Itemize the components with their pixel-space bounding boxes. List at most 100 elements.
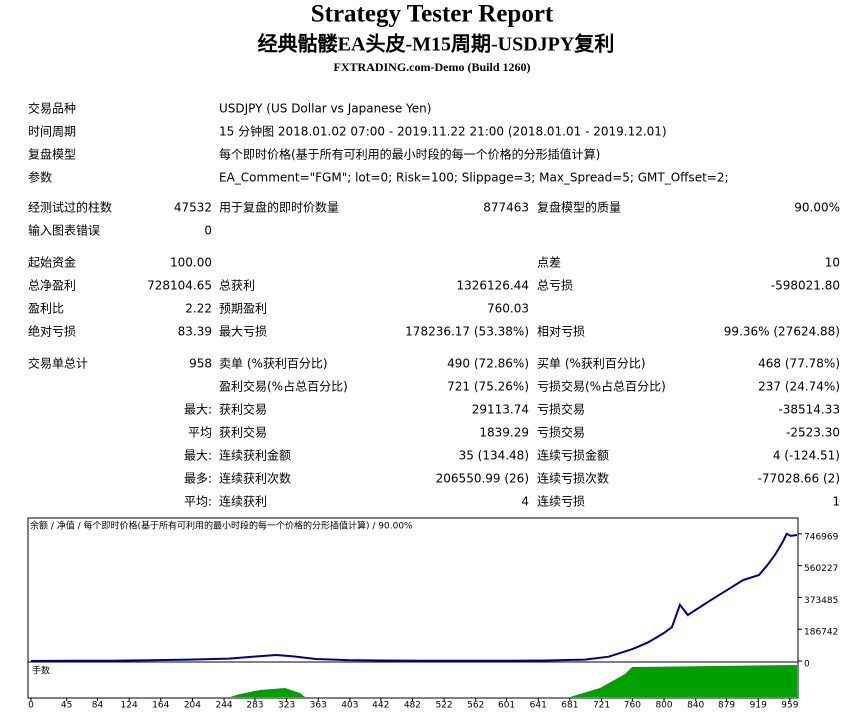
volume-area — [230, 688, 305, 697]
stat-label: 最大亏损 — [219, 325, 267, 339]
x-tick-label: 959 — [781, 701, 798, 711]
stat-value: 47532 — [174, 201, 212, 215]
build-info: FXTRADING.com-Demo (Build 1260) — [334, 60, 531, 74]
stat-label: 预期盈利 — [219, 302, 267, 316]
stat-label: 输入图表错误 — [28, 223, 100, 238]
chart-legend: 余额 / 净值 / 每个即时价格(基于所有可利用的最小时段的每一个价格的分形插值… — [30, 520, 413, 532]
stat-value: 178236.17 (53.38%) — [405, 325, 529, 339]
volume-area — [570, 665, 797, 697]
x-tick-label: 124 — [121, 701, 138, 711]
stat-value: -598021.80 — [771, 279, 840, 293]
stat-label: 平均 — [188, 426, 212, 440]
x-tick-label: 45 — [61, 701, 72, 711]
stat-label: 绝对亏损 — [28, 324, 76, 339]
stat-label: 总净盈利 — [28, 279, 76, 293]
stat-value: 490 (72.86%) — [447, 357, 529, 371]
report-subtitle: 经典骷髅EA头皮-M15周期-USDJPY复利 — [258, 32, 615, 56]
stat-label: 复盘模型的质量 — [537, 200, 621, 215]
stat-label: 最多: — [184, 472, 212, 486]
x-tick-label: 283 — [246, 701, 263, 711]
chart: 0 186742 373485 560227 746969 0 45 84 124 164 204 2… — [28, 532, 838, 710]
stat-label: 亏损交易(%占总百分比) — [537, 379, 666, 394]
y-tick-label: 0 — [804, 660, 810, 670]
stat-label: 点差 — [537, 256, 561, 270]
stat-value: 760.03 — [487, 302, 529, 316]
y-tick-label: 746969 — [804, 532, 839, 542]
stat-value: 728104.65 — [147, 279, 212, 293]
stat-label: 经测试过的柱数 — [28, 200, 112, 215]
x-tick-label: 0 — [28, 701, 34, 711]
stat-value: 1326126.44 — [456, 279, 529, 293]
stat-label: 连续亏损 — [537, 494, 585, 509]
stat-value: 237 (24.74%) — [758, 380, 840, 394]
stat-value: 2.22 — [185, 302, 212, 316]
stat-value: 35 (134.48) — [459, 449, 529, 463]
stat-label: 交易单总计 — [28, 356, 88, 371]
stat-value: -77028.66 (2) — [758, 472, 840, 486]
x-tick-label: 323 — [278, 701, 295, 711]
stat-value: 10 — [825, 256, 840, 270]
y-tick-label: 186742 — [804, 628, 838, 638]
stat-label: 总亏损 — [537, 279, 573, 293]
y-tick-label: 373485 — [804, 596, 838, 606]
setting-value: 15 分钟图 2018.01.02 07:00 - 2019.11.22 21:… — [219, 124, 667, 139]
setting-label: 复盘模型 — [28, 147, 76, 162]
balance-line — [30, 532, 798, 662]
stat-value: 468 (77.78%) — [758, 357, 840, 371]
x-tick-label: 482 — [404, 701, 421, 711]
stat-label: 盈利交易(%占总百分比) — [219, 379, 348, 394]
x-tick-label: 363 — [310, 701, 327, 711]
stat-value: 99.36% (27624.88) — [724, 325, 840, 339]
x-tick-label: 721 — [593, 701, 610, 711]
stat-value: 4 (-124.51) — [773, 449, 840, 463]
stat-label: 总获利 — [219, 279, 255, 293]
stat-label: 亏损交易 — [537, 402, 585, 417]
x-tick-label: 879 — [718, 701, 735, 711]
x-tick-label: 840 — [687, 701, 704, 711]
stat-label: 连续获利金额 — [219, 448, 291, 463]
stat-value: 29113.74 — [472, 403, 529, 417]
stat-label: 最大: — [184, 449, 212, 463]
stat-label: 买单 (%获利百分比) — [537, 357, 646, 371]
y-tick-label: 560227 — [804, 564, 838, 574]
x-tick-label: 442 — [372, 701, 389, 711]
stat-label: 最大: — [184, 403, 212, 417]
stat-value: 721 (75.26%) — [447, 380, 529, 394]
setting-label: 参数 — [28, 170, 52, 185]
stat-label: 亏损交易 — [537, 425, 585, 440]
stat-label: 连续亏损次数 — [537, 471, 609, 486]
setting-label: 交易品种 — [28, 101, 76, 116]
x-tick-label: 919 — [750, 701, 767, 711]
stat-label: 用于复盘的即时价数量 — [219, 200, 339, 215]
x-tick-label: 562 — [467, 701, 484, 711]
x-tick-label: 800 — [655, 701, 672, 711]
stat-value: 877463 — [483, 201, 529, 215]
stat-value: 1 — [832, 495, 840, 509]
x-tick-label: 522 — [435, 701, 452, 711]
stat-label: 卖单 (%获利百分比) — [219, 357, 328, 371]
x-tick-label: 164 — [152, 701, 169, 711]
stat-label: 起始资金 — [28, 255, 76, 270]
stat-value: 206550.99 (26) — [436, 472, 529, 486]
stat-value: 958 — [189, 357, 212, 371]
stat-label: 相对亏损 — [537, 325, 585, 339]
stat-label: 盈利比 — [28, 302, 64, 316]
stat-value: -2523.30 — [786, 426, 840, 440]
setting-value: EA_Comment="FGM"; lot=0; Risk=100; Slipp… — [219, 171, 729, 185]
stat-value: 100.00 — [170, 256, 212, 270]
stats: 交易品种 USDJPY (US Dollar vs Japanese Yen) 时间… — [28, 101, 840, 509]
stat-value: 83.39 — [178, 325, 212, 339]
x-tick-label: 641 — [530, 701, 547, 711]
stat-value: 90.00% — [794, 201, 840, 215]
stat-label: 平均: — [184, 495, 212, 509]
stat-value: 1839.29 — [479, 426, 529, 440]
x-tick-label: 601 — [498, 701, 515, 711]
stat-value: 0 — [204, 224, 212, 238]
x-tick-label: 84 — [92, 701, 104, 711]
setting-value: USDJPY (US Dollar vs Japanese Yen) — [219, 102, 431, 116]
x-tick-label: 244 — [215, 701, 232, 711]
stat-value: -38514.33 — [778, 403, 840, 417]
volume-label: 手数 — [32, 665, 50, 677]
